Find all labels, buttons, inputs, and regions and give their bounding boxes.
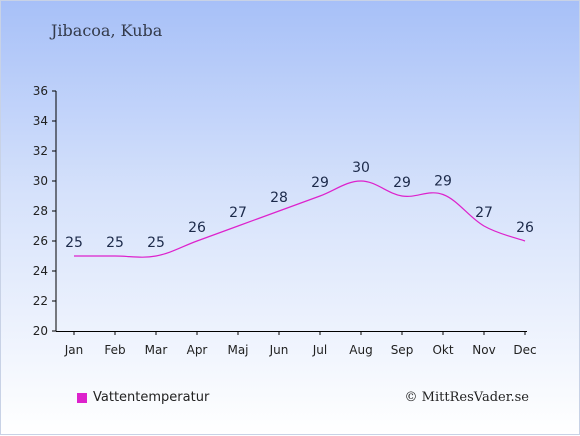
legend-swatch (77, 392, 87, 403)
data-label: 25 (147, 235, 165, 251)
y-tick-label: 34 (33, 114, 48, 128)
x-tick-label: Jan (64, 343, 84, 357)
y-tick-label: 36 (33, 84, 48, 98)
y-tick-label: 20 (33, 324, 48, 338)
data-label: 26 (188, 220, 206, 236)
x-tick-label: Mar (145, 343, 168, 357)
x-tick-label: Nov (472, 343, 495, 357)
y-tick-label: 22 (33, 294, 48, 308)
data-label: 25 (106, 235, 124, 251)
x-tick-label: Maj (227, 343, 248, 357)
chart-title: Jibacoa, Kuba (51, 21, 163, 40)
data-label: 29 (311, 175, 329, 191)
x-tick-label: Sep (391, 343, 414, 357)
x-tick-label: Jul (312, 343, 327, 357)
x-tick-label: Okt (432, 343, 453, 357)
axes: 20 22 24 26 28 30 32 34 36 Jan Feb Mar Apr Maj Jun Jul A… (33, 84, 537, 357)
copyright-text: © MittResVader.se (404, 390, 529, 405)
data-label: 27 (475, 205, 493, 221)
y-tick-label: 32 (33, 144, 48, 158)
x-tick-label: Jun (269, 343, 289, 357)
series-layer (74, 180, 526, 258)
y-tick-label: 24 (33, 264, 48, 278)
data-label: 28 (270, 190, 288, 206)
data-labels: 25 25 25 26 27 28 29 30 29 29 27 26 (65, 160, 534, 251)
series-line-vattentemperatur (74, 180, 526, 258)
data-label: 29 (393, 175, 411, 191)
data-label: 25 (65, 235, 83, 251)
data-label: 30 (352, 160, 370, 176)
x-tick-label: Apr (187, 343, 208, 357)
data-label: 27 (229, 205, 247, 221)
y-tick-label: 28 (33, 204, 48, 218)
legend: Vattentemperatur (77, 390, 209, 405)
data-label: 26 (516, 220, 534, 236)
y-tick-label: 30 (33, 174, 48, 188)
y-tick-label: 26 (33, 234, 48, 248)
x-tick-label: Feb (104, 343, 125, 357)
data-label: 29 (434, 174, 452, 190)
x-tick-label: Aug (349, 343, 372, 357)
legend-label: Vattentemperatur (93, 390, 210, 405)
x-tick-label: Dec (513, 343, 536, 357)
